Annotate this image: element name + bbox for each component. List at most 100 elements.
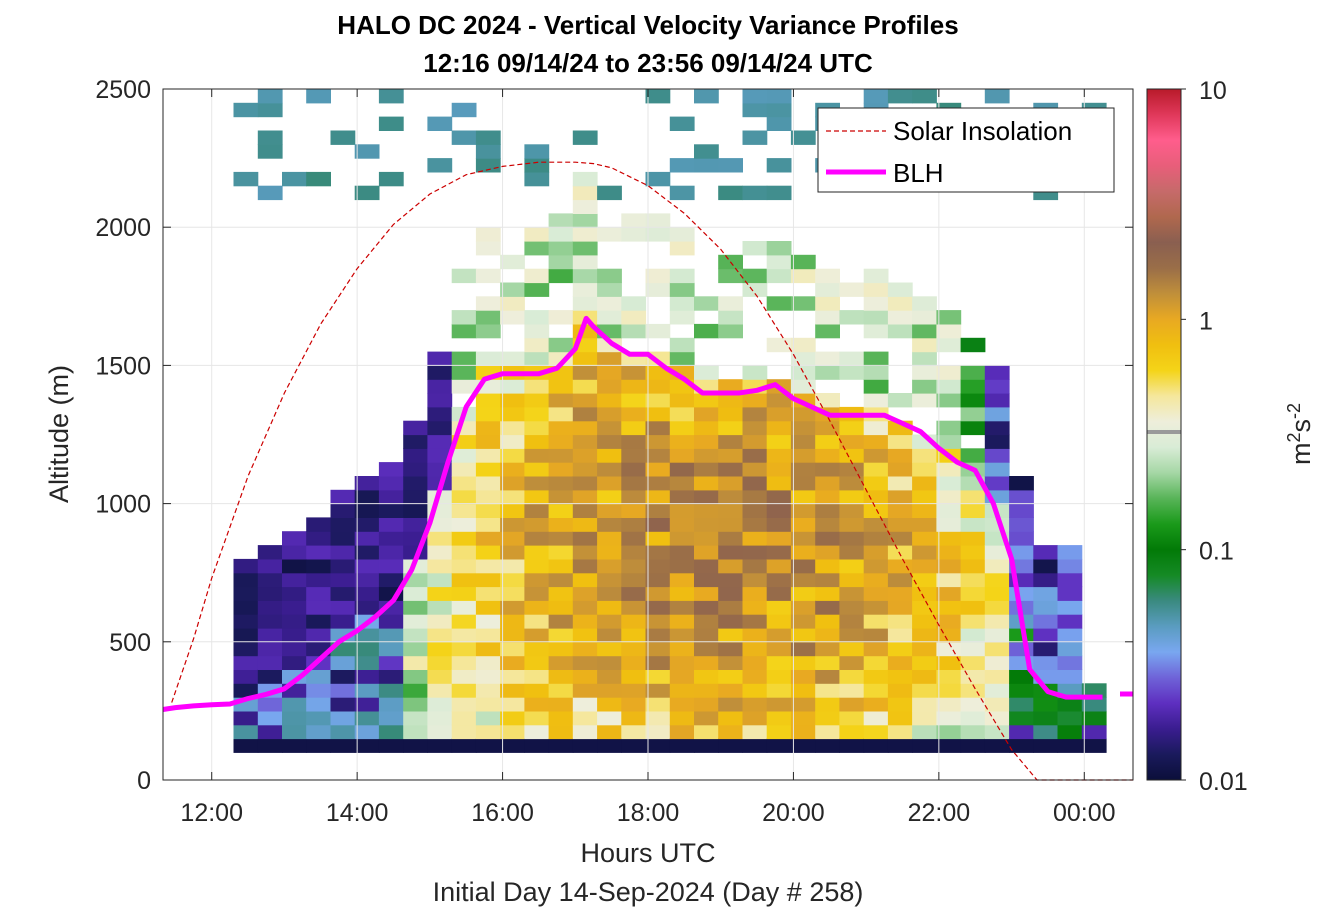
heatmap-cell [766,738,792,753]
x-axis-label: Hours UTC [580,838,715,868]
heatmap-cell [984,545,1010,560]
heatmap-cell [354,724,380,740]
heatmap-cell [790,558,816,574]
blh-line [162,315,1103,712]
heatmap-cell [766,545,792,560]
heatmap-cell [621,683,647,698]
heatmap-cell [524,351,550,366]
heatmap-cell [815,628,840,643]
heatmap-cell [524,476,550,491]
heatmap-cell [887,503,913,518]
x-tick-label: 22:00 [908,799,971,827]
x-tick-label: 16:00 [471,799,534,827]
heatmap-cell [863,572,889,588]
heatmap-cell [597,420,622,436]
heatmap-cell [669,558,695,574]
heatmap-cell [282,669,307,684]
heatmap-cell [936,697,962,712]
heatmap-cell [427,379,453,394]
heatmap-cell [766,296,792,311]
heatmap-cell [548,393,574,408]
heatmap-cell [306,531,331,546]
heatmap-cell [572,130,598,145]
heatmap-cell [621,448,647,463]
heatmap-cell [330,517,356,532]
heatmap-cell [306,545,331,560]
heatmap-cell [378,710,404,726]
heatmap-cell [403,476,428,491]
heatmap-cell [815,310,840,325]
heatmap-cell [524,683,550,698]
heatmap-cell [790,434,816,449]
heatmap-cell [766,724,792,740]
heatmap-cell [233,738,259,753]
heatmap-cell [960,379,986,394]
heatmap-cell [815,268,840,284]
heatmap-cell [863,351,889,366]
heatmap-cell [984,434,1010,449]
x-tick-label: 12:00 [180,799,243,827]
heatmap-cell [887,697,913,712]
heatmap-cell [597,531,622,546]
heatmap-cell [669,282,695,297]
heatmap-cell [403,669,428,684]
heatmap-cell [427,683,453,698]
heatmap-cell [403,586,428,601]
heatmap-cell [403,517,428,532]
heatmap-cell [960,655,986,670]
heatmap-cell [960,572,986,588]
heatmap-cell [500,710,525,726]
heatmap-cell [863,296,889,311]
heatmap-cell [524,171,550,187]
heatmap-cell [524,641,550,657]
heatmap-cell [839,558,865,574]
heatmap-cell [548,420,574,436]
heatmap-cell [863,641,889,657]
heatmap-cell [451,558,477,574]
heatmap-cell [475,641,501,657]
heatmap-cell [548,489,574,505]
x-tick-label: 18:00 [617,799,680,827]
heatmap-cell [548,586,574,601]
heatmap-cell [960,669,986,684]
heatmap-cell [645,738,671,753]
heatmap-cell [621,420,647,436]
heatmap-cell [887,476,913,491]
heatmap-cell [766,669,792,684]
heatmap-cell [1057,572,1083,588]
heatmap-cell [718,310,743,325]
heatmap-cell [572,586,598,601]
heatmap-cell [257,614,283,629]
heatmap-cell [766,586,792,601]
heatmap-cell [282,586,307,601]
heatmap-cell [1057,586,1083,601]
heatmap-cell [694,655,719,670]
heatmap-cell [330,628,356,643]
heatmap-cell [524,310,550,325]
heatmap-cell [718,641,743,657]
heatmap-cell [621,531,647,546]
heatmap-cell [863,462,889,477]
heatmap-cell [572,503,598,518]
heatmap-cell [572,199,598,214]
heatmap-cell [451,738,477,753]
heatmap-cell [863,724,889,740]
heatmap-cell [936,531,962,546]
heatmap-cell [572,296,598,311]
heatmap-cell [645,545,671,560]
heatmap-cell [524,406,550,422]
heatmap-cell [257,655,283,670]
heatmap-cell [572,641,598,657]
heatmap-cell [887,628,913,643]
heatmap-cell [306,89,331,104]
heatmap-cell [912,655,937,670]
heatmap-cell [669,448,695,463]
heatmap-cell [621,697,647,712]
heatmap-cell [597,669,622,684]
heatmap-cell [1057,655,1083,670]
heatmap-cell [839,738,865,753]
heatmap-cell [500,420,525,436]
heatmap-cell [815,724,840,740]
heatmap-cell [766,503,792,518]
heatmap-cell [984,669,1010,684]
